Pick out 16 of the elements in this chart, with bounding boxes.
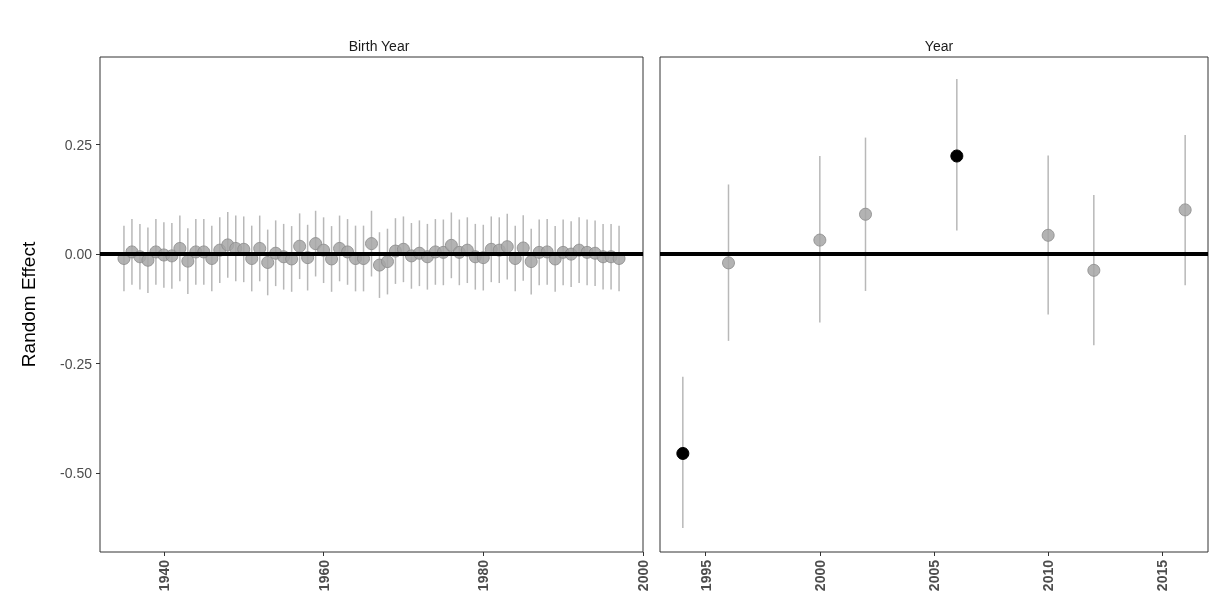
- x-tick-label: 1940: [155, 559, 172, 592]
- x-tick-label: 2000: [635, 559, 651, 592]
- chart-title: Year: [924, 38, 954, 54]
- y-tick-label: 0.25: [64, 136, 93, 153]
- x-tick-label: 2005: [926, 559, 942, 592]
- y-tick-label: 0.00: [64, 246, 93, 263]
- x-tick-label: 1995: [697, 559, 714, 592]
- y-tick-label: -0.50: [60, 465, 93, 482]
- chart-title: Birth Year: [348, 38, 410, 54]
- x-tick-label: 2010: [1040, 559, 1057, 592]
- y-tick-label: -0.25: [60, 355, 93, 372]
- x-tick-label: 1960: [315, 559, 332, 592]
- x-tick-label: 2015: [1154, 559, 1171, 592]
- x-tick-label: 1980: [475, 559, 492, 592]
- x-tick-label: 2000: [811, 559, 828, 592]
- y-axis-title: Random Effect: [18, 241, 39, 368]
